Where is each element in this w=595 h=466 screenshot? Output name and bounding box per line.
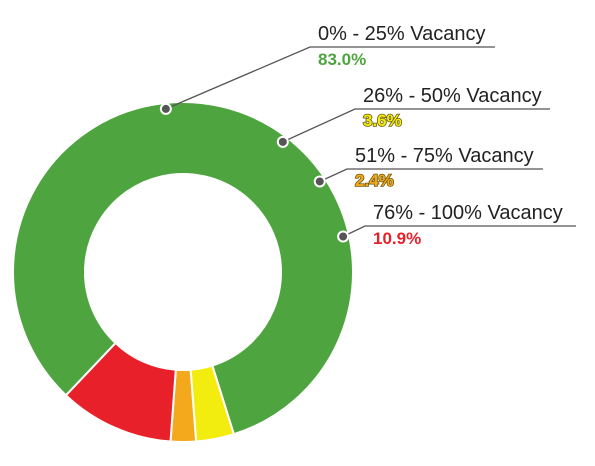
leader-dot-51-75	[313, 175, 326, 188]
leader-dot-76-100	[337, 230, 350, 243]
donut-slices	[12, 101, 354, 443]
leader-dot-26-50	[276, 135, 289, 148]
leader-line-26-50	[282, 108, 550, 143]
leader-dot-0-25	[159, 102, 172, 115]
leader-line-0-25	[165, 46, 495, 110]
category-label-26-50: 26% - 50% Vacancy	[363, 85, 542, 107]
value-label-76-100: 10.9%	[373, 229, 421, 248]
category-label-51-75: 51% - 75% Vacancy	[355, 145, 534, 167]
leader-line-51-75	[319, 168, 543, 183]
slice-0-25	[12, 101, 354, 436]
category-label-76-100: 76% - 100% Vacancy	[373, 202, 563, 224]
slice-76-100	[64, 341, 177, 443]
value-label-51-75: 2.4%	[355, 171, 394, 190]
category-label-0-25: 0% - 25% Vacancy	[318, 23, 486, 45]
slice-labels: 0% - 25% Vacancy 83.0% 26% - 50% Vacancy 3.…	[159, 23, 576, 248]
value-label-26-50: 3.6%	[363, 111, 402, 130]
leader-line-76-100	[342, 225, 576, 238]
value-label-0-25: 83.0%	[318, 50, 366, 69]
